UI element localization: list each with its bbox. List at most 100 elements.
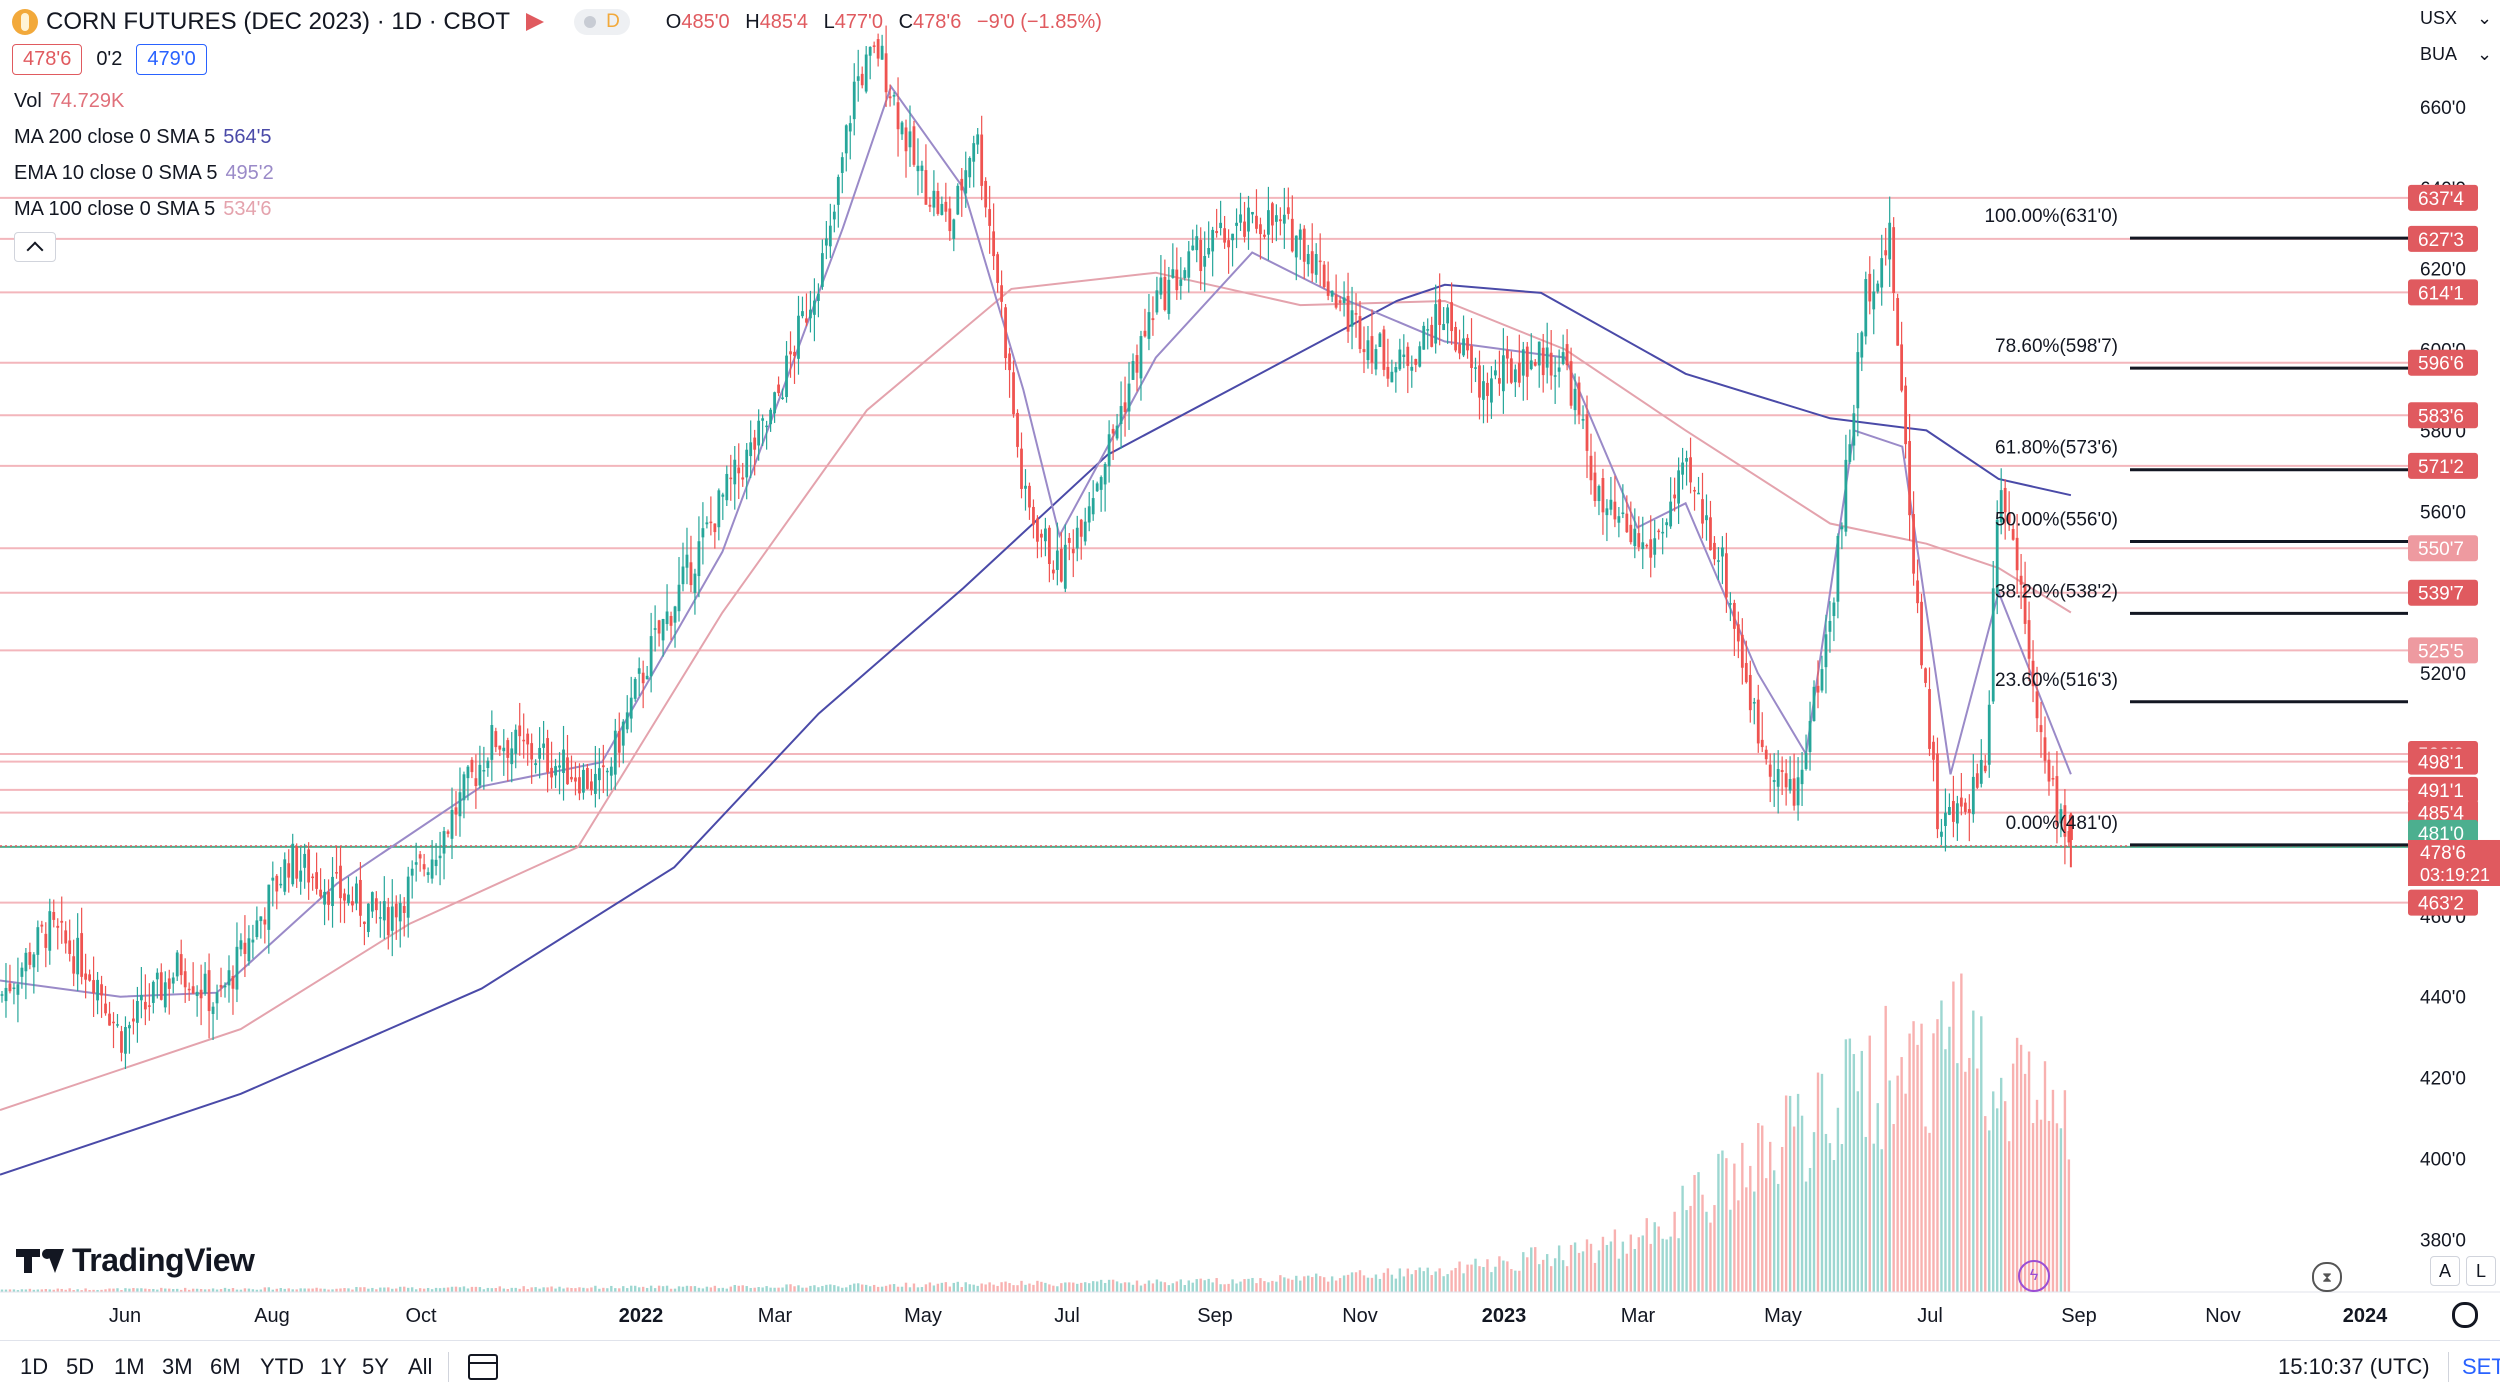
price-tick-label: 380'0 [2420,1230,2466,1251]
low-value: 477'0 [834,10,883,33]
candle-body [1466,337,1469,351]
volume-bar [562,1288,565,1292]
volume-bar [1872,1143,1875,1292]
volume-bar [522,1286,525,1292]
auto-scale-button[interactable]: A [2430,1256,2460,1286]
range-5d[interactable]: 5D [66,1354,95,1379]
candle-body [625,712,629,730]
bottom-toolbar [0,1340,2500,1395]
volume-bar [984,1284,987,1292]
volume-bar [347,1288,350,1292]
candle-body [1597,486,1601,502]
candle-body [1147,312,1151,339]
currency-select[interactable]: USX ⌄ [2420,8,2493,28]
volume-bar [410,1287,414,1292]
range-3m[interactable]: 3M [162,1354,193,1379]
symbol-title[interactable]: CORN FUTURES (DEC 2023) · 1D · CBOT [46,8,511,35]
candle-body [1247,207,1250,232]
legend-ema10[interactable]: EMA 10 close 0 SMA 5 495'2 [14,162,274,184]
candle-body [1589,455,1593,481]
candle-body [1366,340,1370,361]
sell-price-button[interactable]: 478'6 [12,44,83,75]
candle-body [32,954,36,968]
candle-body [104,1003,107,1014]
candle-body [586,767,589,789]
collapse-legend-button[interactable] [14,232,56,262]
candle-body [820,253,824,287]
volume-bar [1084,1282,1087,1292]
chevron-down-icon: ⌄ [2477,8,2493,28]
volume-bar [4,1289,8,1292]
candle-body [203,973,207,994]
candle-body [1693,489,1696,492]
volume-bar [1450,1270,1453,1292]
candle-body [1952,800,1955,822]
candle-body [335,872,338,874]
volume-bar [546,1287,549,1292]
volume-bar [944,1282,948,1292]
volume-bar [407,1287,410,1292]
volume-bar [908,1287,912,1292]
candle-body [1390,371,1394,383]
volume-bar [128,1288,131,1292]
candle-body [852,81,856,120]
volume-bar [721,1287,725,1292]
lightning-icon[interactable]: ϟ [2018,1260,2050,1292]
buy-price-button[interactable]: 479'0 [136,44,207,75]
volume-bar [1048,1284,1051,1292]
candle-body [215,992,219,1004]
range-1d[interactable]: 1D [20,1354,49,1379]
volume-bar [1215,1278,1218,1292]
candle-body [554,766,557,776]
ma100-line [0,271,2072,1111]
flag-icon[interactable] [526,13,545,31]
range-all[interactable]: All [408,1354,433,1379]
range-5y[interactable]: 5Y [362,1354,389,1379]
volume-bar [391,1288,394,1292]
candle-body [1075,527,1079,549]
candle-body [490,725,494,760]
calendar-icon[interactable] [468,1354,498,1380]
volume-bar [1999,1077,2003,1292]
fib-level-label: 0.00%(481'0) [2006,813,2118,834]
volume-bar [1135,1280,1139,1292]
volume-bar [932,1285,936,1292]
candle-body [195,991,199,997]
volume-bar [446,1287,450,1292]
log-scale-button[interactable]: L [2466,1256,2496,1286]
candle-body [1880,258,1884,288]
range-1m[interactable]: 1M [114,1354,145,1379]
candle-body [1605,508,1609,516]
range-6m[interactable]: 6M [210,1354,241,1379]
range-1y[interactable]: 1Y [320,1354,347,1379]
volume-bar [610,1285,613,1292]
candle-body [40,924,44,927]
legend-volume[interactable]: Vol 74.729K [14,90,125,112]
clock[interactable]: 15:10:37 (UTC) [2278,1354,2430,1379]
candle-body [295,846,299,879]
unit-select[interactable]: BUA ⌄ [2420,44,2493,64]
volume-bar [900,1286,904,1292]
volume-bar [845,1287,848,1292]
volume-bar [1693,1175,1696,1292]
settings-link[interactable]: SET [2462,1354,2500,1379]
volume-bar [52,1289,55,1292]
candle-body [868,46,872,56]
legend-ma200[interactable]: MA 200 close 0 SMA 5 564'5 [14,126,272,148]
candle-body [685,554,689,568]
chart-settings-gear-icon[interactable] [2452,1302,2478,1328]
candle-body [593,773,597,794]
volume-bars-layer [0,973,2071,1292]
range-ytd[interactable]: YTD [260,1354,304,1379]
volume-bar [1283,1277,1286,1292]
volume-bar [749,1287,752,1292]
hourglass-icon[interactable]: ⧗ [2312,1262,2342,1292]
candle-body [733,459,737,485]
candle-body [96,979,99,1001]
candle-body [402,906,406,913]
candle-body [578,777,581,794]
legend-ma100[interactable]: MA 100 close 0 SMA 5 534'6 [14,198,272,220]
candle-body [944,201,948,212]
chevron-down-icon: ⌄ [2477,44,2493,64]
